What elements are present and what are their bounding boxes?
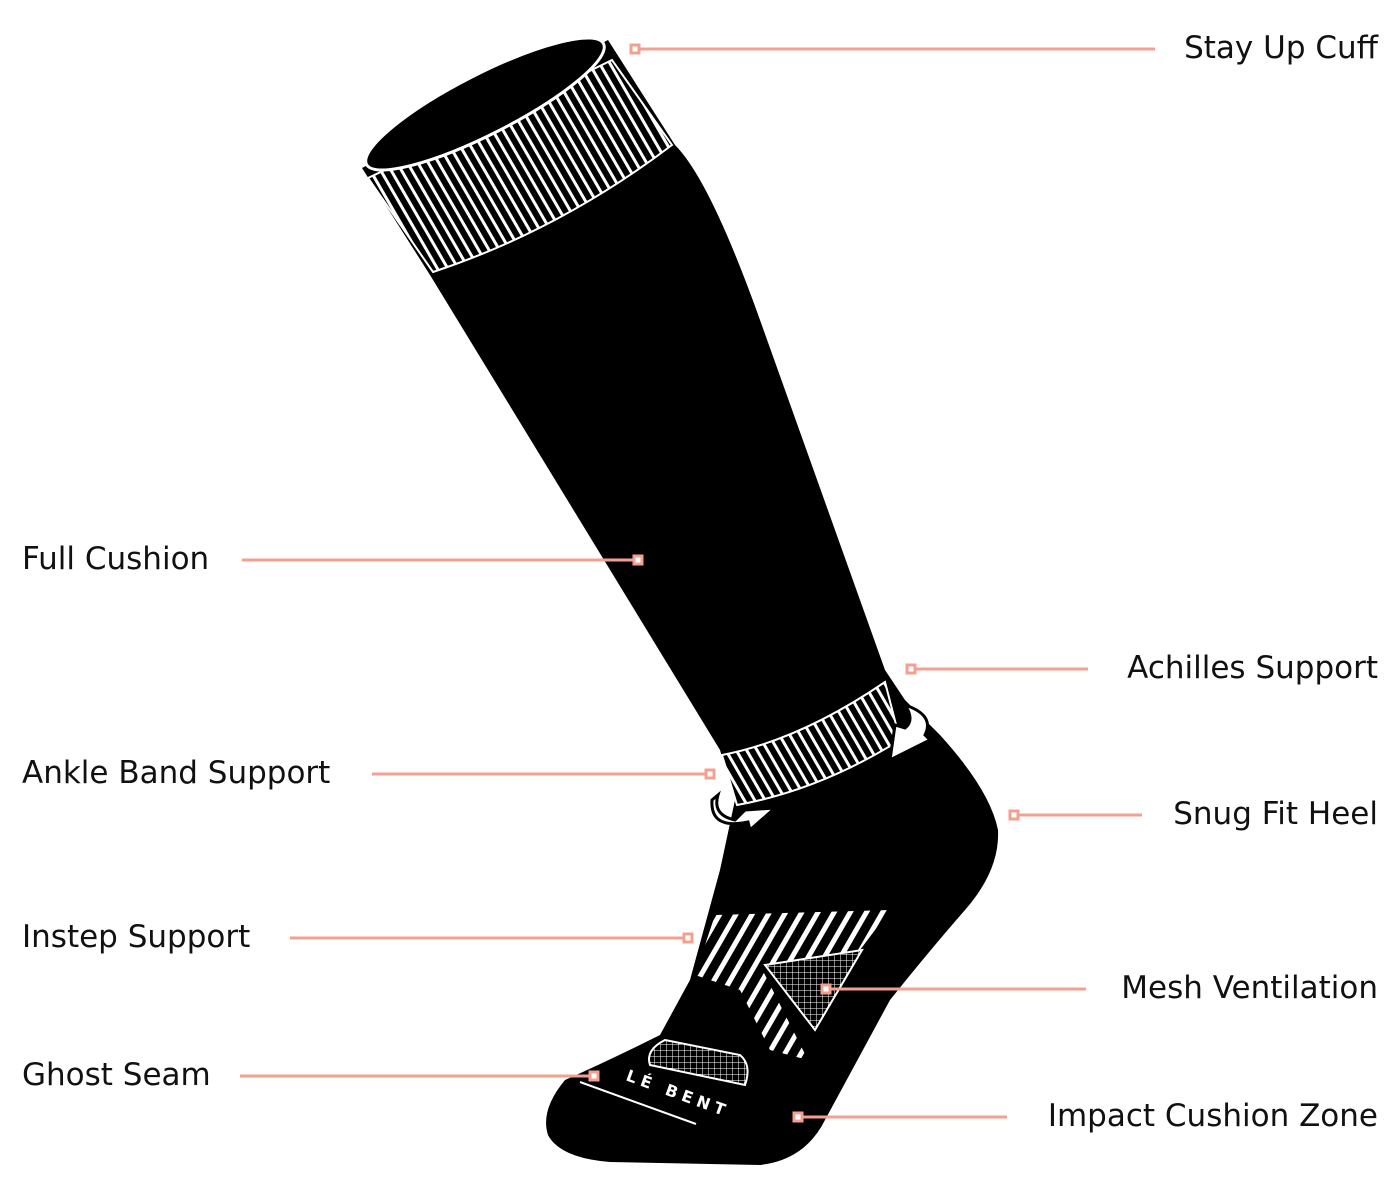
label-instep-support: Instep Support [22,919,251,955]
instep-stripes [695,910,890,1060]
label-achilles-support: Achilles Support [1127,650,1378,686]
label-ghost-seam: Ghost Seam [22,1057,211,1093]
label-impact-cushion-zone: Impact Cushion Zone [1047,1098,1378,1134]
sock-body [362,40,999,1165]
label-ankle-band-support: Ankle Band Support [22,755,331,791]
label-stay-up-cuff: Stay Up Cuff [1184,30,1378,66]
ghost-seam-line [579,1081,697,1125]
callout-lines [240,43,1155,1123]
label-mesh-ventilation: Mesh Ventilation [1121,970,1378,1006]
label-full-cushion: Full Cushion [22,541,210,577]
toe-mesh [648,1038,749,1087]
achilles-arrow-icon [888,702,933,763]
cuff-opening [364,36,606,172]
label-snug-fit-heel: Snug Fit Heel [1173,796,1378,832]
ankle-arrow-icon [710,790,780,833]
